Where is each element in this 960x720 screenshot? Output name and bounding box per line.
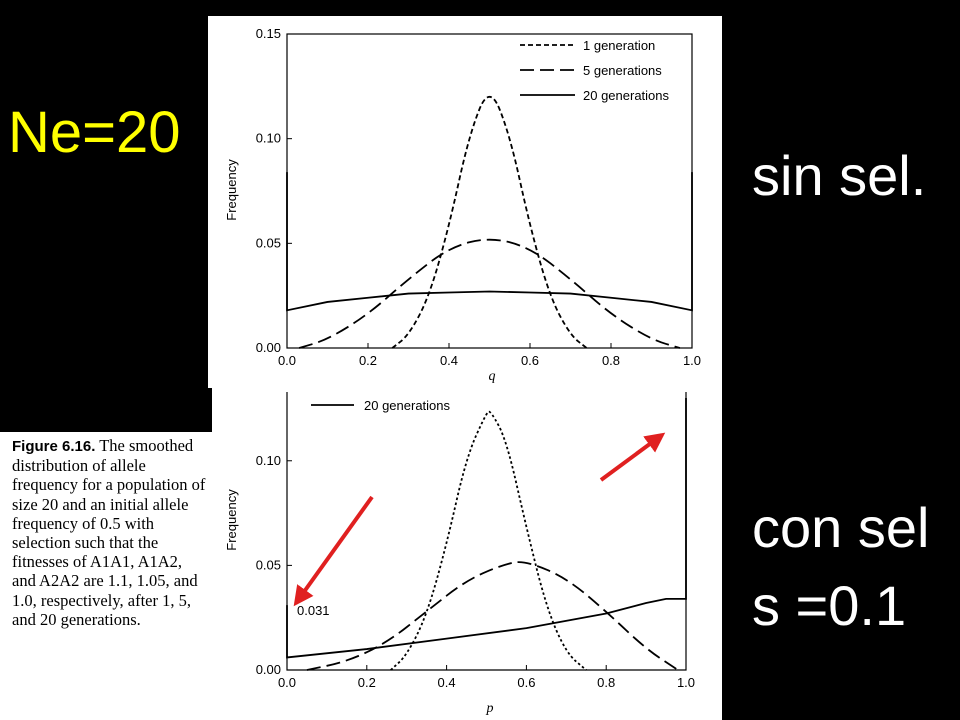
x-tick-label: 0.0 [278, 353, 296, 368]
legend-label: 5 generations [583, 63, 662, 78]
series-5-generations [298, 238, 681, 349]
arrow-to-zero [293, 495, 374, 607]
caption-text: The smoothed distribution of allele freq… [12, 436, 206, 629]
x-tick-label: 0.2 [359, 353, 377, 368]
bottom-chart-background [212, 388, 722, 720]
annotation-label: 0.031 [297, 603, 330, 618]
x-tick-label: 0.6 [521, 353, 539, 368]
sin-sel-label: sin sel. [752, 144, 927, 207]
caption-background [0, 432, 212, 720]
series-1-generation [390, 410, 587, 671]
legend-label: 20 generations [583, 88, 670, 103]
series-20-generations [286, 172, 693, 312]
x-tick-label: 0.0 [278, 675, 296, 690]
x-tick-label: 1.0 [677, 675, 695, 690]
x-axis-label: q [489, 369, 496, 384]
figure-caption: Figure 6.16. The smoothed distribution o… [12, 436, 208, 629]
x-axis-label: p [486, 701, 494, 716]
y-tick-label: 0.00 [256, 340, 281, 355]
y-tick-label: 0.00 [256, 662, 281, 677]
top-chart-background [208, 16, 722, 388]
x-tick-label: 0.4 [438, 675, 456, 690]
y-axis-label: Frequency [224, 159, 239, 221]
x-tick-label: 1.0 [683, 353, 701, 368]
s-value-label: s =0.1 [752, 574, 907, 637]
ne-label: Ne=20 [8, 100, 181, 165]
y-tick-label: 0.15 [256, 26, 281, 41]
con-sel-label: con sel [752, 496, 930, 559]
y-tick-label: 0.10 [256, 453, 281, 468]
caption-figure-number: Figure 6.16. [12, 438, 96, 455]
y-axis-label: Frequency [224, 489, 239, 551]
x-tick-label: 0.4 [440, 353, 458, 368]
legend-label: 1 generation [583, 38, 655, 53]
plot-frame [286, 33, 693, 349]
legend-label: 20 generations [364, 398, 451, 413]
chart-1: 0.00 0.05 0.10 0.15 0.0 0.2 0.4 0.6 0.8 1.0 q Frequ… [224, 26, 701, 384]
y-tick-label: 0.05 [256, 557, 281, 572]
arrow-to-one [599, 432, 666, 482]
x-tick-label: 0.6 [517, 675, 535, 690]
series-1-generation [391, 95, 588, 349]
x-tick-label: 0.2 [358, 675, 376, 690]
y-tick-label: 0.05 [256, 235, 281, 250]
y-tick-label: 0.10 [256, 131, 281, 146]
x-tick-label: 0.8 [602, 353, 620, 368]
chart-2: 0.00 0.05 0.10 0.0 0.2 0.4 0.6 0.8 1.0 p Frequency… [224, 392, 695, 716]
x-tick-label: 0.8 [597, 675, 615, 690]
series-5-generations [306, 561, 679, 671]
series-20-generations [286, 398, 687, 659]
